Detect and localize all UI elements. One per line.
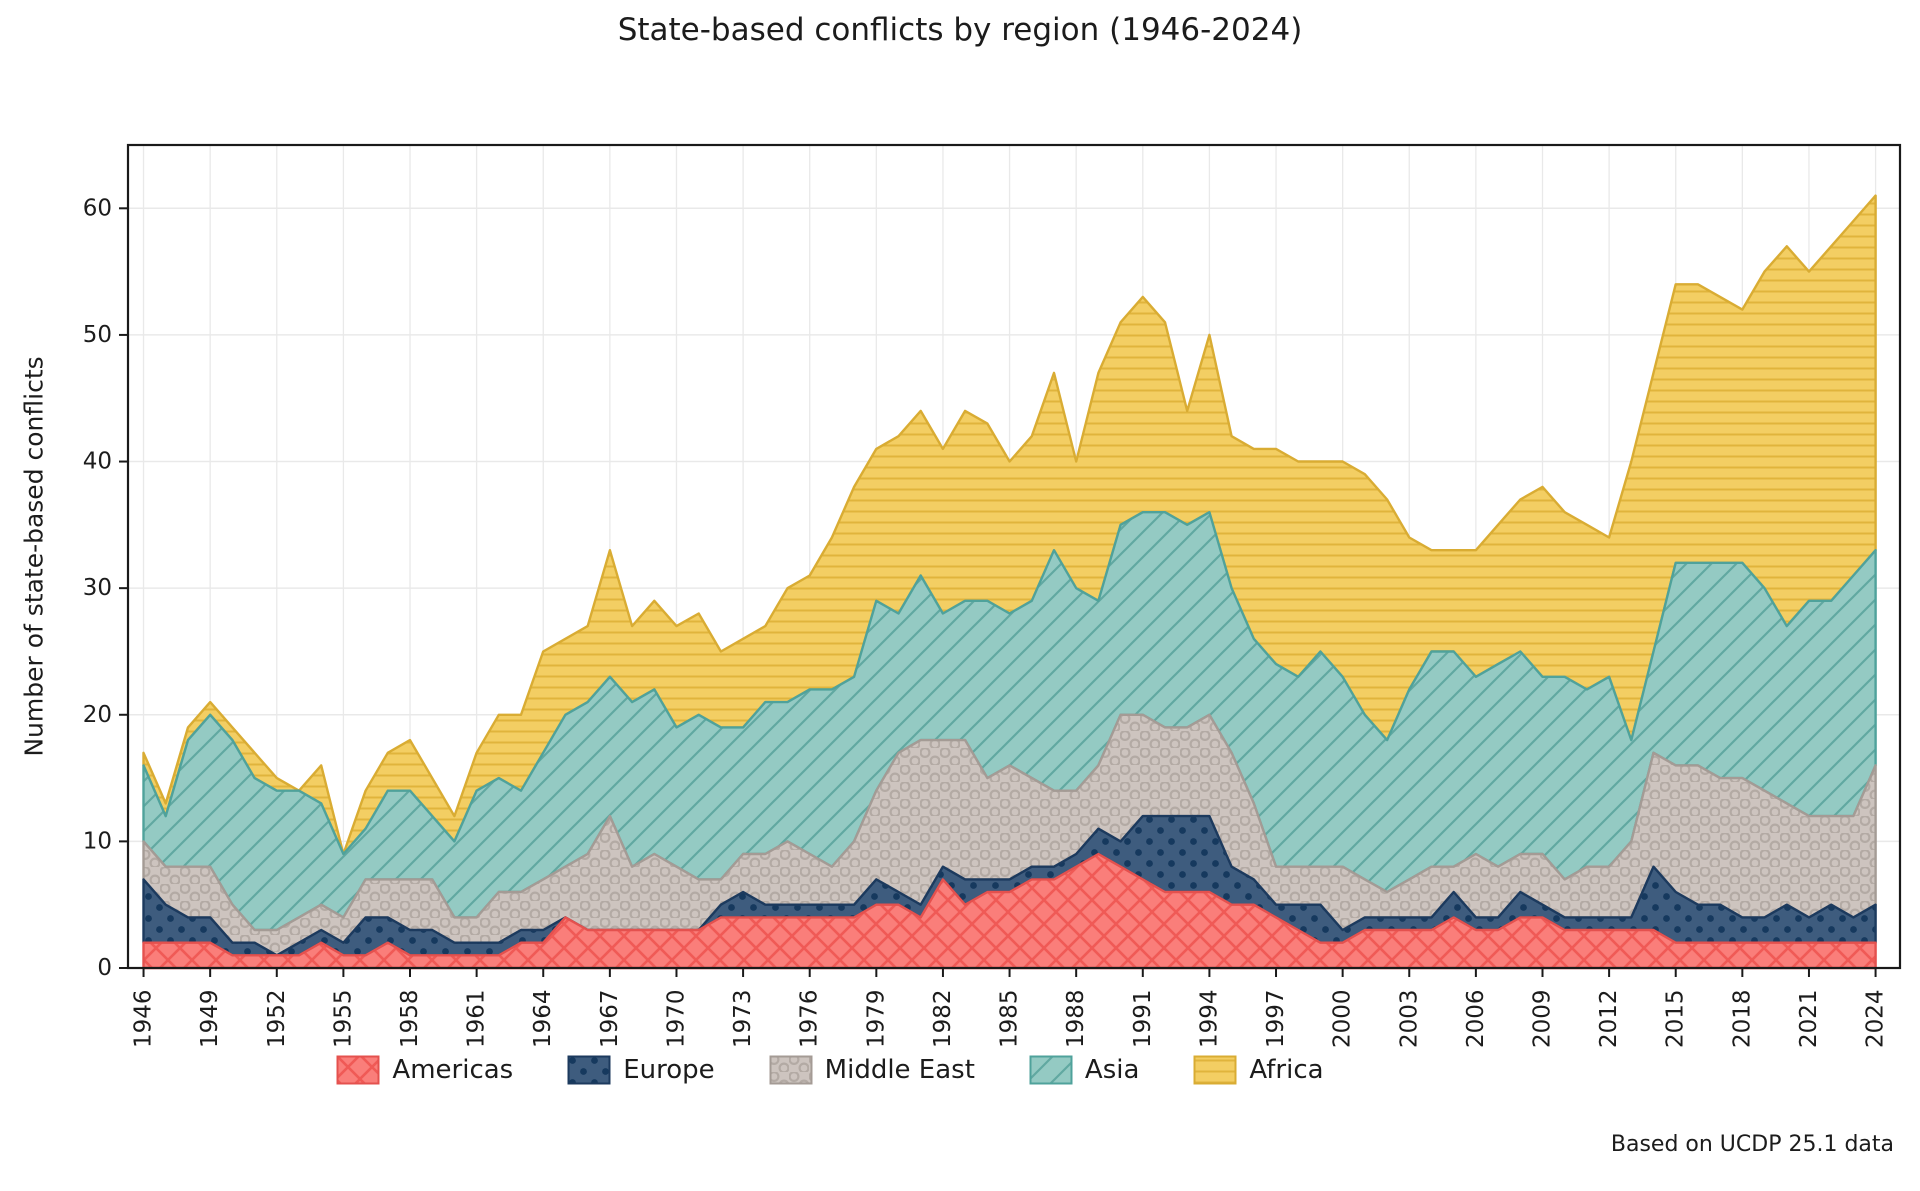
x-tick-label: 1991 — [1130, 989, 1156, 1048]
x-tick-label: 1979 — [863, 989, 889, 1048]
legend-swatch — [1193, 1055, 1237, 1085]
x-tick-label: 1973 — [730, 989, 756, 1048]
x-tick-label: 1994 — [1196, 989, 1222, 1048]
legend-label: Middle East — [824, 1055, 975, 1085]
x-tick-label: 2015 — [1663, 989, 1689, 1048]
x-tick-label: 1976 — [797, 989, 823, 1048]
legend-label: Europe — [623, 1055, 715, 1085]
x-tick-label: 1946 — [131, 989, 157, 1048]
legend-item-asia: Asia — [1029, 1055, 1140, 1085]
legend-label: Africa — [1249, 1055, 1324, 1085]
source-note: Based on UCDP 25.1 data — [1610, 1132, 1894, 1157]
x-tick-label: 1958 — [397, 989, 423, 1048]
x-tick-label: 1997 — [1263, 989, 1289, 1048]
y-tick-label: 20 — [83, 702, 112, 728]
x-tick-label: 1964 — [530, 989, 556, 1048]
y-tick-label: 0 — [97, 955, 112, 981]
x-tick-label: 2018 — [1729, 989, 1755, 1048]
legend-swatch — [567, 1055, 611, 1085]
legend-label: Americas — [392, 1055, 514, 1085]
x-tick-label: 2012 — [1596, 989, 1622, 1048]
x-tick-label: 1961 — [464, 989, 490, 1048]
legend-swatch — [769, 1055, 813, 1085]
x-tick-label: 1985 — [997, 989, 1023, 1048]
y-axis-label: Number of state-based conflicts — [20, 356, 49, 756]
y-tick-label: 10 — [83, 828, 112, 854]
y-tick-label: 60 — [83, 195, 112, 221]
x-tick-label: 1970 — [663, 989, 689, 1048]
x-tick-label: 2009 — [1529, 989, 1555, 1048]
axis-tick-labels: 1946 1949 1952 1955 1958 1961 1964 1967 1970 1973… — [83, 195, 1889, 1048]
legend-swatch — [1029, 1055, 1073, 1085]
x-tick-label: 1967 — [597, 989, 623, 1048]
legend-label: Asia — [1084, 1055, 1140, 1085]
area-series — [142, 194, 1877, 970]
legend-swatch — [336, 1055, 380, 1085]
x-tick-label: 1955 — [330, 989, 356, 1048]
legend-item-americas: Americas — [336, 1055, 513, 1085]
legend-item-europe: Europe — [567, 1055, 715, 1085]
x-tick-label: 2003 — [1396, 989, 1422, 1048]
x-tick-label: 1952 — [264, 989, 290, 1048]
chart-title: State-based conflicts by region (1946-20… — [617, 12, 1303, 48]
x-tick-label: 2006 — [1463, 989, 1489, 1048]
axis-ticks — [119, 207, 1877, 977]
x-tick-label: 1982 — [930, 989, 956, 1048]
plot-border — [126, 143, 1902, 970]
y-tick-label: 40 — [83, 449, 112, 475]
x-tick-label: 1988 — [1063, 989, 1089, 1048]
x-tick-label: 2021 — [1796, 989, 1822, 1048]
legend-item-africa: Africa — [1193, 1055, 1324, 1085]
x-tick-label: 1949 — [197, 989, 223, 1048]
y-tick-label: 50 — [83, 322, 112, 348]
x-tick-label: 2000 — [1330, 989, 1356, 1048]
legend-item-middle-east: Middle East — [769, 1055, 975, 1085]
y-tick-label: 30 — [83, 575, 112, 601]
x-tick-label: 2024 — [1863, 989, 1889, 1048]
chart-legend: Americas Europe Middle East Asia Africa — [0, 1055, 1660, 1085]
